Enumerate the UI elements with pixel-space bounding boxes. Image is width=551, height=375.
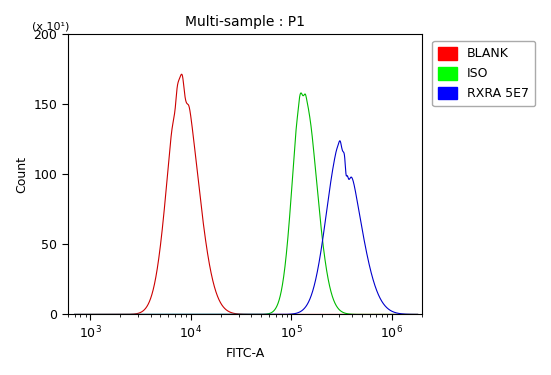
- Text: (x 10¹): (x 10¹): [33, 21, 70, 32]
- BLANK: [277, 312, 284, 316]
- RXRA 5E7: [202, 312, 209, 316]
- ISO: [327, 288, 334, 292]
- RXRA 5E7: [327, 181, 334, 186]
- RXRA 5E7: [71, 312, 78, 316]
- RXRA 5E7: [353, 196, 360, 201]
- RXRA 5E7: [277, 312, 284, 316]
- RXRA 5E7: [414, 312, 421, 316]
- Y-axis label: Count: Count: [15, 156, 28, 193]
- BLANK: [71, 312, 78, 316]
- BLANK: [414, 312, 421, 316]
- ISO: [414, 312, 421, 316]
- Title: Multi-sample : P1: Multi-sample : P1: [185, 15, 305, 29]
- X-axis label: FITC-A: FITC-A: [225, 347, 264, 360]
- Legend: BLANK, ISO, RXRA 5E7: BLANK, ISO, RXRA 5E7: [432, 40, 535, 106]
- RXRA 5E7: [294, 310, 301, 315]
- ISO: [294, 112, 301, 116]
- ISO: [71, 312, 78, 316]
- ISO: [298, 91, 304, 95]
- RXRA 5E7: [337, 138, 343, 143]
- ISO: [277, 293, 284, 298]
- BLANK: [294, 312, 301, 316]
- Line: ISO: ISO: [74, 93, 418, 314]
- ISO: [353, 312, 360, 316]
- ISO: [133, 312, 140, 316]
- BLANK: [133, 311, 140, 316]
- RXRA 5E7: [133, 312, 140, 316]
- Line: RXRA 5E7: RXRA 5E7: [74, 141, 418, 314]
- BLANK: [327, 312, 334, 316]
- BLANK: [202, 239, 209, 243]
- Line: BLANK: BLANK: [74, 74, 418, 314]
- BLANK: [179, 72, 185, 76]
- BLANK: [353, 312, 360, 316]
- ISO: [202, 312, 209, 316]
